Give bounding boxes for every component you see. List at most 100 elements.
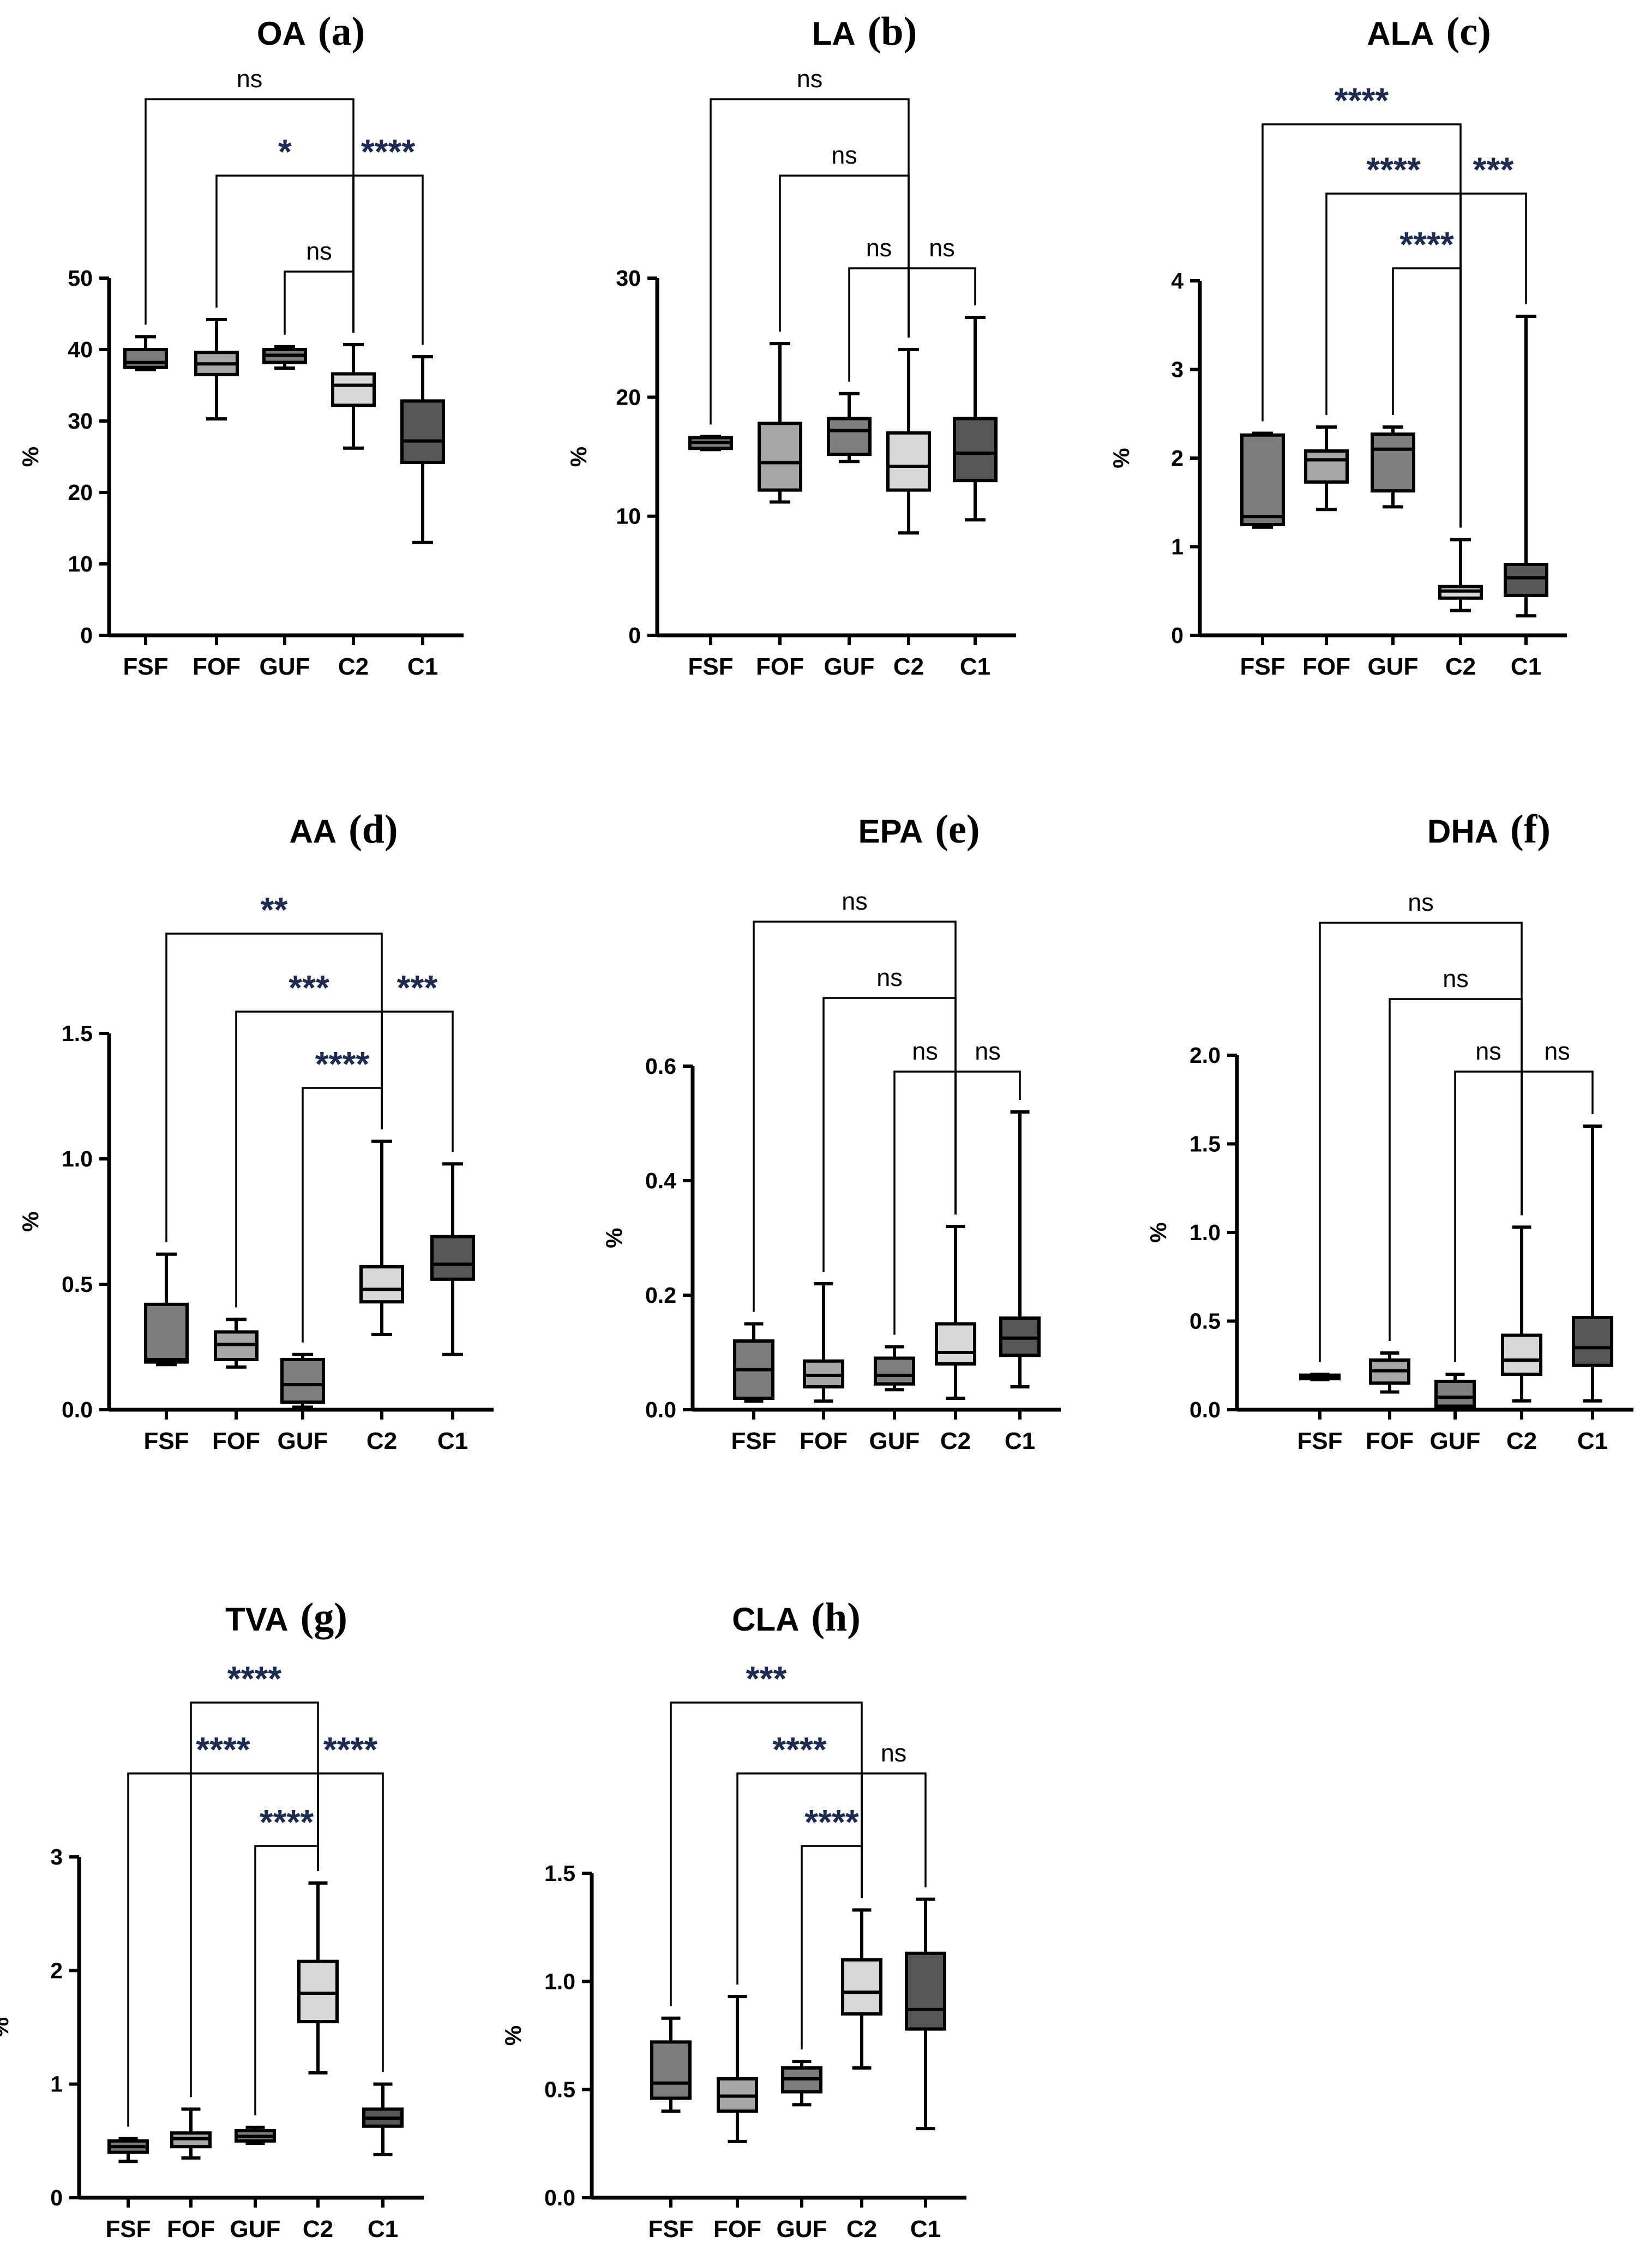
y-tick-label: 0.0 [1190, 1397, 1221, 1422]
category-label: FSF [688, 653, 733, 680]
bracket-label: **** [1366, 150, 1421, 189]
y-tick-label: 3 [1171, 357, 1184, 382]
box-C2 [297, 1881, 339, 2074]
box-iqr [1572, 1316, 1613, 1367]
bracket-label: ns [306, 237, 332, 265]
bracket-line [861, 1772, 927, 1898]
box-iqr [400, 399, 445, 464]
category-label: C2 [893, 653, 924, 680]
bracket-label: ns [1544, 1037, 1570, 1065]
y-tick-label: 0.2 [645, 1283, 676, 1308]
bracket-label: **** [323, 1730, 378, 1769]
y-tick-label: 1 [50, 2072, 63, 2097]
significance-bracket: **** [1392, 225, 1462, 528]
y-tick-label: 2.0 [1190, 1043, 1221, 1068]
bracket-label: ns [797, 65, 823, 93]
significance-bracket: **** [317, 1730, 384, 2072]
bracket-line [1392, 267, 1462, 528]
bracket-label: ns [912, 1037, 938, 1065]
bracket-label: ns [1475, 1037, 1501, 1065]
category-label: GUF [1368, 653, 1419, 680]
significance-bracket: ns [848, 234, 910, 382]
panel-title-name: CLA [732, 1601, 799, 1638]
y-tick-label: 30 [68, 408, 93, 434]
box-C2 [331, 342, 376, 450]
bracket-label: ns [876, 964, 903, 991]
box-FSF [1299, 1373, 1341, 1381]
y-tick-label: 0.6 [645, 1054, 676, 1079]
box-GUF [874, 1345, 915, 1392]
y-tick-label: 50 [68, 266, 93, 291]
bracket-label: * [278, 132, 292, 171]
box-FSF [144, 1252, 189, 1367]
box-iqr [650, 2040, 692, 2100]
significance-bracket: **** [302, 1044, 383, 1343]
category-label: GUF [230, 2216, 281, 2242]
category-label: FOF [1302, 653, 1350, 680]
box-GUF [280, 1352, 325, 1409]
box-C2 [935, 1225, 976, 1400]
y-tick-label: 4 [1171, 268, 1184, 293]
panel-title: DHA (f) [1427, 807, 1551, 852]
box-FOF [1369, 1351, 1410, 1394]
box-iqr [935, 1322, 976, 1366]
significance-bracket: *** [381, 968, 454, 1152]
box-C1 [1572, 1125, 1613, 1403]
bracket-line [254, 1845, 319, 2115]
y-tick-label: 20 [616, 384, 641, 410]
box-C1 [1504, 315, 1548, 618]
y-tick-label: 1.0 [544, 1969, 575, 1994]
y-axis-label: % [1108, 448, 1134, 468]
y-tick-label: 10 [616, 504, 641, 529]
category-label: FSF [1240, 653, 1285, 680]
category-label: C2 [846, 2216, 877, 2242]
box-iqr [841, 1958, 882, 2016]
significance-bracket: **** [127, 1730, 319, 2127]
y-tick-label: 1.0 [62, 1146, 93, 1171]
bracket-line [908, 267, 976, 338]
category-label: C2 [367, 1428, 397, 1454]
bracket-label: ns [929, 234, 955, 262]
y-tick-label: 0.0 [645, 1397, 676, 1422]
panel-title: AA (d) [289, 807, 398, 852]
significance-bracket: ns [284, 237, 355, 335]
bracket-label: **** [196, 1730, 250, 1769]
box-iqr [123, 348, 168, 369]
box-FOF [1304, 425, 1349, 512]
bracket-line [670, 1701, 863, 2006]
bracket-label: ns [831, 141, 857, 169]
box-FSF [123, 335, 168, 371]
category-label: FOF [800, 1428, 848, 1454]
box-GUF [781, 2060, 822, 2107]
panel-title: LA (b) [812, 9, 917, 54]
significance-bracket: **** [352, 132, 424, 345]
y-tick-label: 2 [1171, 446, 1184, 471]
y-tick-label: 0.5 [1190, 1309, 1221, 1334]
category-label: FOF [713, 2216, 761, 2242]
box-C1 [953, 316, 998, 522]
significance-bracket: ns [1319, 888, 1523, 1362]
box-C2 [1501, 1225, 1542, 1403]
box-C1 [362, 2082, 404, 2156]
box-FOF [758, 342, 802, 504]
bracket-label: **** [227, 1659, 282, 1698]
panel-b: LA (b) 0 10 20 30% FSF FOF GUF C2 C1 ns ns ns ns [566, 9, 1016, 680]
panel-title-name: OA [257, 15, 306, 52]
panel-title-name: LA [812, 15, 856, 52]
significance-bracket: **** [736, 1730, 863, 1985]
bracket-line [753, 921, 957, 1312]
category-label: C2 [303, 2216, 333, 2242]
panel-title-letter: (e) [935, 807, 980, 852]
category-label: C1 [1577, 1428, 1608, 1454]
bracket-label: **** [315, 1044, 370, 1084]
bracket-label: **** [804, 1802, 859, 1842]
box-C2 [886, 348, 931, 535]
box-iqr [1501, 1333, 1542, 1376]
y-axis-label: % [17, 447, 43, 467]
box-FSF [650, 2016, 692, 2113]
category-label: FSF [731, 1428, 776, 1454]
bracket-line [1459, 193, 1527, 528]
bracket-line [1521, 1071, 1594, 1216]
